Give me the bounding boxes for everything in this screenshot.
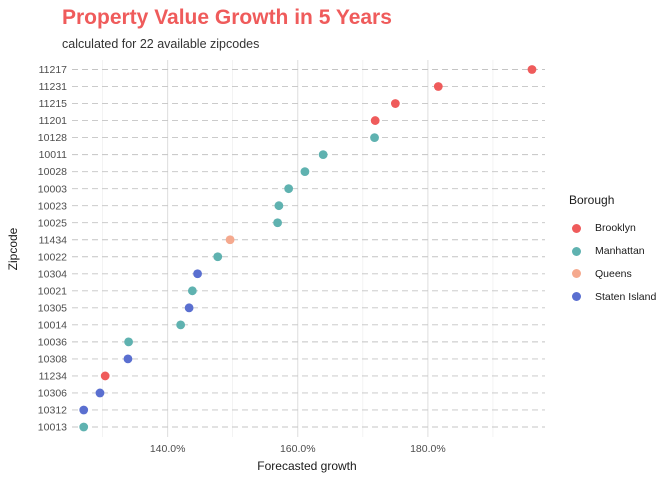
legend-dot-icon	[572, 269, 581, 279]
y-tick-label: 10003	[38, 183, 67, 195]
data-point-11234	[100, 371, 110, 381]
y-tick-label: 11201	[39, 115, 68, 127]
y-gridlines	[72, 69, 545, 428]
y-tick-label: 10028	[38, 166, 67, 178]
chart-subtitle: calculated for 22 available zipcodes	[62, 37, 260, 51]
legend-dot-icon	[572, 292, 581, 302]
legend-label: Manhattan	[595, 245, 645, 258]
legend-items: Brooklyn Manhattan Queens Staten Island	[569, 217, 656, 308]
legend-label: Staten Island	[595, 290, 657, 303]
legend: Borough Brooklyn Manhattan Queens Staten Is…	[569, 193, 656, 308]
data-point-10028	[300, 167, 310, 177]
data-point-10003	[284, 184, 294, 194]
data-point-11217	[527, 65, 537, 74]
chart-title: Property Value Growth in 5 Years	[62, 6, 392, 29]
data-point-10013	[79, 422, 89, 432]
legend-item: Staten Island	[569, 285, 656, 308]
legend-title: Borough	[569, 193, 615, 207]
x-tick-label: 180.0%	[410, 443, 446, 455]
data-point-11231	[433, 82, 443, 91]
data-point-11434	[225, 235, 235, 245]
y-tick-label: 10021	[38, 285, 67, 297]
x-tick-label: 160.0%	[280, 443, 316, 455]
legend-item: Manhattan	[569, 240, 656, 263]
y-tick-label: 10023	[38, 200, 67, 212]
y-tick-label: 11231	[39, 81, 68, 93]
data-point-10306	[95, 388, 105, 398]
data-point-10023	[274, 201, 284, 211]
y-tick-label: 10011	[39, 149, 68, 161]
y-tick-label: 11234	[39, 371, 68, 383]
data-point-10022	[213, 252, 223, 262]
y-tick-label: 10304	[38, 268, 67, 280]
data-point-11201	[370, 116, 380, 125]
y-tick-label: 10308	[38, 354, 67, 366]
legend-item: Queens	[569, 263, 656, 286]
data-point-10021	[187, 286, 197, 296]
data-point-10128	[370, 133, 379, 142]
legend-dot-icon	[572, 246, 581, 256]
y-tick-label: 11215	[39, 98, 68, 110]
data-point-11215	[390, 99, 400, 108]
data-point-10036	[124, 337, 134, 347]
y-tick-label: 10036	[38, 336, 67, 348]
x-tick-label: 140.0%	[150, 443, 186, 455]
y-tick-label: 10312	[38, 405, 67, 417]
x-axis-ticks: 140.0% 160.0% 180.0%	[150, 443, 446, 455]
legend-item: Brooklyn	[569, 217, 656, 240]
legend-dot-icon	[572, 223, 581, 233]
y-tick-label: 10306	[38, 388, 67, 400]
y-tick-label: 10305	[38, 302, 67, 314]
data-point-10025	[273, 218, 282, 228]
y-tick-label: 10022	[38, 251, 67, 263]
y-axis-title: Zipcode	[6, 227, 20, 270]
data-point-10011	[318, 150, 328, 160]
y-tick-label: 11434	[39, 234, 68, 246]
data-point-10312	[79, 405, 89, 415]
x-gridlines	[102, 60, 494, 437]
y-tick-label: 10013	[38, 422, 67, 434]
legend-label: Brooklyn	[595, 222, 636, 235]
data-point-10014	[176, 320, 186, 330]
legend-label: Queens	[595, 267, 632, 280]
data-point-10304	[193, 269, 202, 279]
data-point-10305	[184, 303, 194, 313]
y-tick-label: 11217	[39, 64, 68, 76]
y-axis-ticks: 11217 11231 11215 11201 10128 10011 10028 10003…	[38, 64, 67, 434]
y-tick-label: 10025	[38, 217, 67, 229]
y-tick-label: 10014	[38, 319, 67, 331]
y-tick-label: 10128	[38, 132, 67, 144]
data-point-10308	[123, 354, 133, 364]
data-points	[79, 65, 537, 432]
x-axis-title: Forecasted growth	[257, 459, 356, 473]
